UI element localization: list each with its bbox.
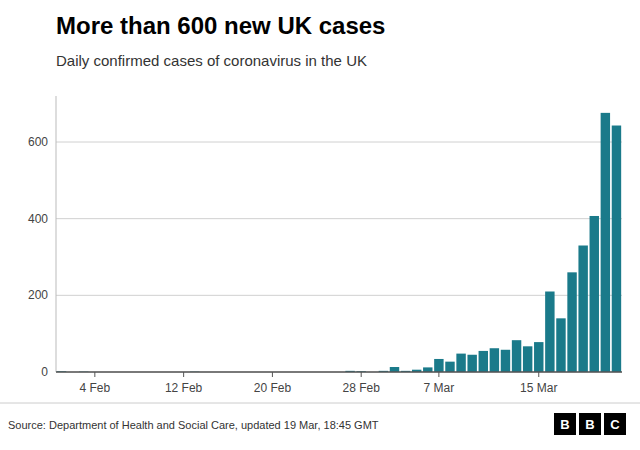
- bar: [578, 246, 587, 373]
- x-tick: [94, 372, 95, 377]
- x-axis-line: [56, 371, 622, 373]
- bar: [567, 272, 576, 372]
- grid-line: [56, 218, 622, 219]
- logo-letter: B: [585, 417, 594, 432]
- bar: [534, 342, 543, 372]
- x-tick: [438, 372, 439, 377]
- grid-line: [56, 372, 622, 373]
- logo-box: [604, 413, 626, 435]
- bar: [523, 346, 532, 372]
- grid: [56, 142, 622, 372]
- subtitle: Daily confirmed cases of coronavirus in …: [56, 52, 367, 69]
- bar: [556, 318, 565, 372]
- logo-box: [554, 413, 576, 435]
- x-tick: [361, 372, 362, 377]
- bar: [512, 340, 521, 372]
- logo-letter: C: [610, 417, 620, 432]
- title: More than 600 new UK cases: [56, 12, 385, 39]
- x-tick-label: 15 Mar: [520, 381, 557, 395]
- bar: [601, 113, 610, 372]
- bar: [612, 126, 621, 372]
- logo-letter: B: [560, 417, 569, 432]
- grid-line: [56, 295, 622, 296]
- chart: More than 600 new UK cases Daily confirme…: [0, 0, 640, 450]
- bar: [479, 351, 488, 372]
- x-tick-label: 7 Mar: [424, 381, 455, 395]
- x-tick: [183, 372, 184, 377]
- grid-line: [56, 142, 622, 143]
- logo-box: [579, 413, 601, 435]
- source: Source: Department of Health and Social …: [8, 419, 379, 431]
- bars: [57, 113, 621, 372]
- separator: [0, 403, 640, 404]
- bar: [490, 348, 499, 372]
- x-tick-label: 4 Feb: [79, 381, 110, 395]
- x-tick: [272, 372, 273, 377]
- logo: BBC: [554, 413, 626, 435]
- bar: [434, 359, 443, 372]
- x-tick-label: 20 Feb: [254, 381, 292, 395]
- bar: [590, 216, 599, 372]
- x-tick: [538, 372, 539, 377]
- y-tick-label: 600: [28, 135, 48, 149]
- y-axis-line: [56, 96, 57, 372]
- x-tick-label: 12 Feb: [165, 381, 203, 395]
- bar: [501, 350, 510, 372]
- y-tick-label: 200: [28, 288, 48, 302]
- x-tick-label: 28 Feb: [343, 381, 381, 395]
- y-tick-label: 400: [28, 212, 48, 226]
- bar: [545, 292, 554, 373]
- bar: [456, 354, 465, 372]
- y-tick-label: 0: [41, 365, 48, 379]
- bar: [467, 355, 476, 372]
- bar: [445, 362, 454, 372]
